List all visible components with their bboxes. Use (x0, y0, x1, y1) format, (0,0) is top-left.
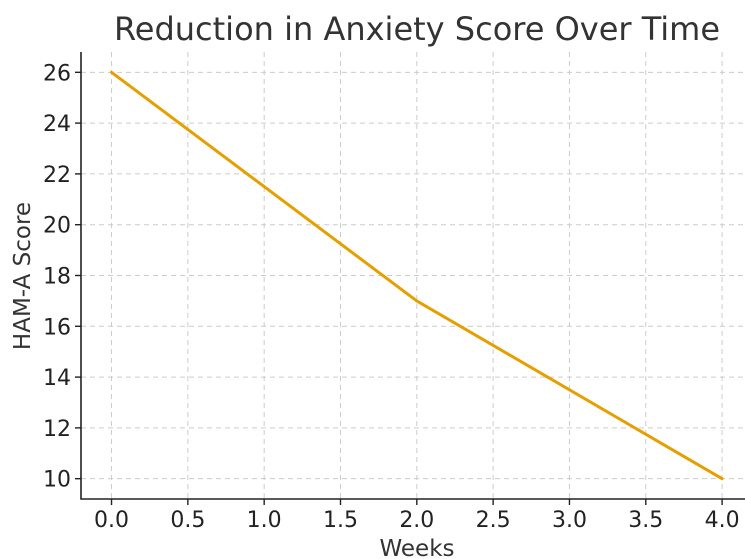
x-tick-label: 3.5 (628, 508, 663, 533)
y-tick-label: 22 (43, 163, 71, 188)
x-axis: 0.0 0.5 1.0 1.5 2.0 2.5 3.0 3.5 4.0 (94, 499, 740, 533)
chart-title: Reduction in Anxiety Score Over Time (114, 10, 720, 48)
x-tick-label: 1.5 (323, 508, 358, 533)
x-tick-label: 2.5 (476, 508, 511, 533)
y-tick-label: 18 (43, 265, 71, 290)
x-tick-label: 1.0 (247, 508, 282, 533)
x-tick-label: 4.0 (705, 508, 740, 533)
y-axis: 10 12 14 16 18 20 22 24 26 (43, 61, 81, 493)
y-tick-label: 20 (43, 214, 71, 239)
y-tick-label: 12 (43, 417, 71, 442)
y-tick-label: 14 (43, 366, 71, 391)
x-tick-label: 2.0 (399, 508, 434, 533)
series-layer (110, 70, 724, 481)
y-axis-label: HAM-A Score (10, 202, 36, 350)
x-tick-label: 0.0 (94, 508, 129, 533)
y-tick-label: 10 (43, 468, 71, 493)
x-axis-label: Weeks (380, 536, 455, 559)
grid (81, 52, 745, 499)
y-tick-label: 24 (43, 112, 71, 137)
x-tick-label: 0.5 (170, 508, 205, 533)
axes-frame (80, 52, 745, 500)
y-tick-label: 26 (43, 61, 71, 86)
y-tick-label: 16 (43, 315, 71, 340)
x-tick-label: 3.0 (552, 508, 587, 533)
series-line (110, 70, 724, 481)
